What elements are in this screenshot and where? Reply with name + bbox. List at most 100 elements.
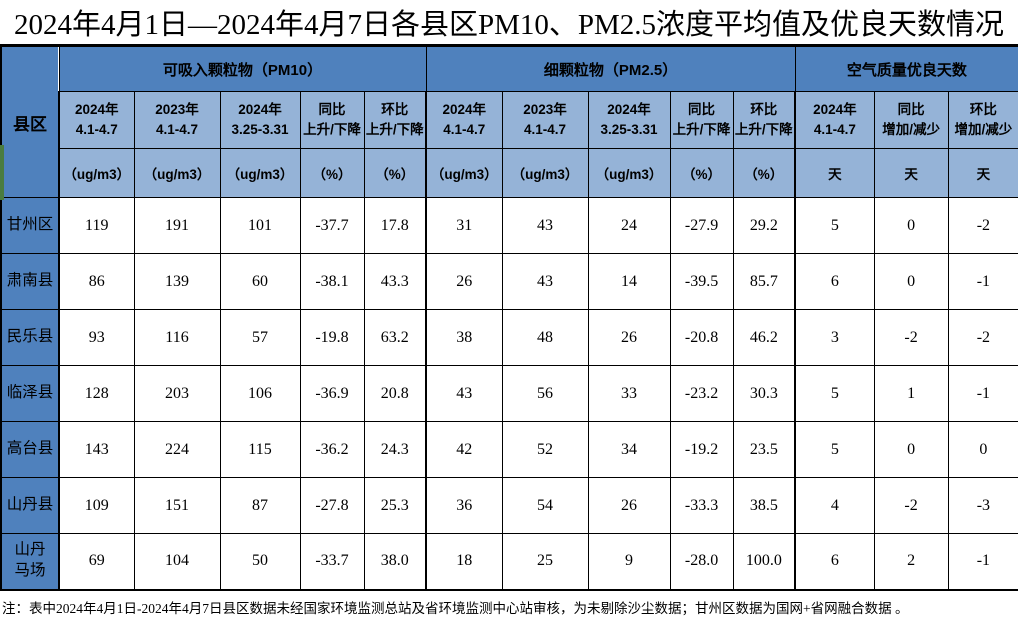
value-cell: 52: [501, 421, 589, 478]
value-cell: 86: [58, 253, 135, 310]
page-title: 2024年4月1日—2024年4月7日各县区PM10、PM2.5浓度平均值及优良…: [13, 9, 1005, 41]
group-header-row: 县区 可吸入颗粒物（PM10） 细颗粒物（PM2.5） 空气质量优良天数: [0, 45, 1018, 198]
value-cell: 1: [873, 365, 949, 422]
value-cell: 26: [587, 309, 671, 366]
unit-cell: （ug/m3）: [425, 148, 503, 198]
value-cell: 100.0: [732, 533, 796, 590]
value-cell: 119: [58, 197, 135, 254]
column-header: 同比 上升/下降: [299, 91, 365, 149]
value-cell: 104: [133, 533, 221, 590]
value-cell: 43: [501, 253, 589, 310]
value-cell: 26: [587, 477, 671, 534]
column-header: 2024年 4.1-4.7: [794, 91, 875, 149]
county-label: 临泽县: [0, 365, 60, 422]
value-cell: -3: [947, 477, 1018, 534]
value-cell: 31: [425, 197, 503, 254]
value-cell: 2: [873, 533, 949, 590]
value-cell: 5: [794, 197, 875, 254]
column-header: 2023年 4.1-4.7: [501, 91, 589, 149]
unit-cell: （ug/m3）: [133, 148, 221, 198]
value-cell: 34: [587, 421, 671, 478]
value-cell: 203: [133, 365, 221, 422]
unit-cell: （%）: [669, 148, 734, 198]
value-cell: 43.3: [363, 253, 427, 310]
value-cell: 33: [587, 365, 671, 422]
value-cell: 85.7: [732, 253, 796, 310]
value-cell: 20.8: [363, 365, 427, 422]
table-row: 临泽县 128 203 106 -36.9 20.8 43 56 33 -23.2 30.3 5 1 -1: [0, 365, 1018, 422]
value-cell: 63.2: [363, 309, 427, 366]
unit-cell: （%）: [363, 148, 427, 198]
value-cell: 50: [219, 533, 301, 590]
value-cell: 57: [219, 309, 301, 366]
value-cell: -27.9: [669, 197, 734, 254]
table-row: 甘州区 119 191 101 -37.7 17.8 31 43 24 -27.9 29.2 5 0 -2: [0, 197, 1018, 254]
column-header-row: 2024年 4.1-4.7 2023年 4.1-4.7 2024年 3.25-3…: [1, 91, 1018, 149]
value-cell: 42: [425, 421, 503, 478]
value-cell: 38: [425, 309, 503, 366]
value-cell: 116: [133, 309, 221, 366]
value-cell: 60: [219, 253, 301, 310]
value-cell: -2: [947, 309, 1018, 366]
value-cell: -23.2: [669, 365, 734, 422]
table-row: 肃南县 86 139 60 -38.1 43.3 26 43 14 -39.5 85.7 6 0 -1: [0, 253, 1018, 310]
value-cell: 115: [219, 421, 301, 478]
column-header: 环比 上升/下降: [732, 91, 796, 149]
table-body: 甘州区 119 191 101 -37.7 17.8 31 43 24 -27.9 29.2 5 0 -2…: [0, 197, 1018, 590]
value-cell: 23.5: [732, 421, 796, 478]
unit-cell: 天: [947, 148, 1018, 198]
column-header: 同比 上升/下降: [669, 91, 734, 149]
value-cell: 9: [587, 533, 671, 590]
value-cell: -19.2: [669, 421, 734, 478]
value-cell: 0: [873, 253, 949, 310]
column-header: 2024年 3.25-3.31: [219, 91, 301, 149]
county-label: 肃南县: [0, 253, 60, 310]
value-cell: 106: [219, 365, 301, 422]
value-cell: 26: [425, 253, 503, 310]
value-cell: 101: [219, 197, 301, 254]
value-cell: 18: [425, 533, 503, 590]
selection-artifact: [0, 145, 4, 200]
value-cell: 38.0: [363, 533, 427, 590]
value-cell: 0: [873, 197, 949, 254]
unit-cell: 天: [873, 148, 949, 198]
value-cell: 139: [133, 253, 221, 310]
group-header-pm10: 可吸入颗粒物（PM10）: [58, 45, 427, 92]
value-cell: -38.1: [299, 253, 365, 310]
group-header-pm25: 细颗粒物（PM2.5）: [425, 45, 796, 92]
value-cell: 56: [501, 365, 589, 422]
value-cell: 54: [501, 477, 589, 534]
group-header-good-days: 空气质量优良天数: [794, 45, 1018, 92]
value-cell: 109: [58, 477, 135, 534]
value-cell: 29.2: [732, 197, 796, 254]
value-cell: 25.3: [363, 477, 427, 534]
value-cell: 191: [133, 197, 221, 254]
column-header: 同比 增加/减少: [873, 91, 949, 149]
value-cell: 17.8: [363, 197, 427, 254]
county-label: 山丹 马场: [0, 533, 60, 590]
unit-cell: （ug/m3）: [501, 148, 589, 198]
column-header: 环比 增加/减少: [947, 91, 1018, 149]
value-cell: 0: [873, 421, 949, 478]
value-cell: -2: [873, 309, 949, 366]
table-row: 民乐县 93 116 57 -19.8 63.2 38 48 26 -20.8 46.2 3 -2 -2: [0, 309, 1018, 366]
unit-row: （ug/m3） （ug/m3） （ug/m3） （%） （%） （ug/m3） …: [1, 148, 1018, 198]
value-cell: 69: [58, 533, 135, 590]
unit-cell: （ug/m3）: [219, 148, 301, 198]
value-cell: -2: [947, 197, 1018, 254]
value-cell: 93: [58, 309, 135, 366]
value-cell: 224: [133, 421, 221, 478]
value-cell: 36: [425, 477, 503, 534]
column-header: 2023年 4.1-4.7: [133, 91, 221, 149]
unit-cell: （ug/m3）: [587, 148, 671, 198]
footnote: 注：表中2024年4月1日-2024年4月7日县区数据未经国家环境监测总站及省环…: [2, 601, 909, 616]
value-cell: -1: [947, 253, 1018, 310]
table-row: 高台县 143 224 115 -36.2 24.3 42 52 34 -19.2 23.5 5 0 0: [0, 421, 1018, 478]
value-cell: 43: [501, 197, 589, 254]
value-cell: 48: [501, 309, 589, 366]
value-cell: 14: [587, 253, 671, 310]
county-label: 甘州区: [0, 197, 60, 254]
value-cell: 128: [58, 365, 135, 422]
value-cell: -33.7: [299, 533, 365, 590]
